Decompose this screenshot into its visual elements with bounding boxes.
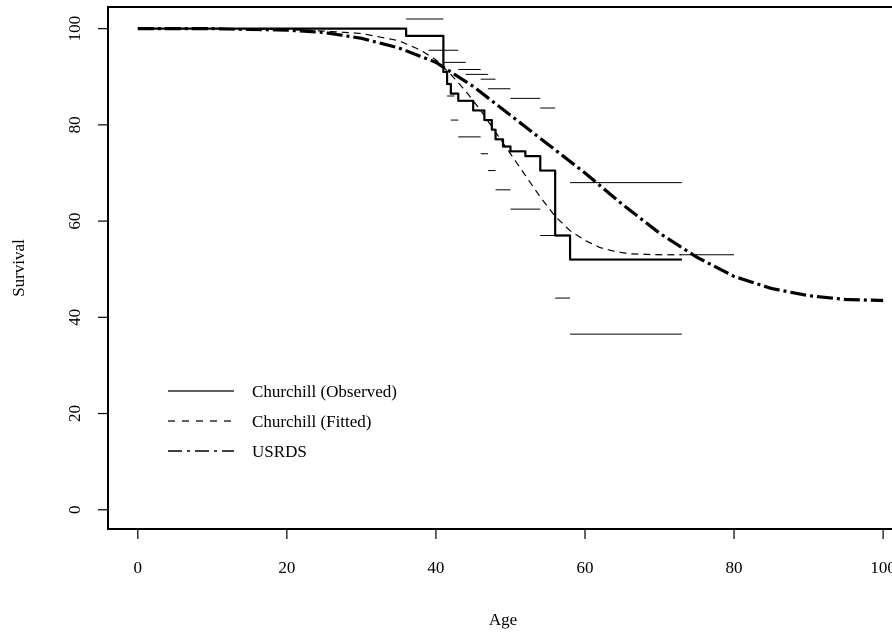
series-layer — [137, 27, 884, 303]
series-usrds-line — [137, 27, 884, 303]
x-tick-label: 80 — [726, 558, 743, 577]
confidence-bars — [406, 18, 735, 335]
y-tick-label: 20 — [65, 405, 84, 422]
series-observed-line — [137, 27, 682, 261]
x-tick-label: 100 — [870, 558, 892, 577]
x-tick-label: 40 — [427, 558, 444, 577]
y-tick-label: 80 — [65, 116, 84, 133]
x-axis-title: Age — [489, 610, 517, 629]
x-axis: 0 20 40 60 80 100 — [134, 529, 892, 577]
y-tick-label: 100 — [65, 16, 84, 42]
legend: Churchill (Observed) Churchill (Fitted) … — [168, 382, 397, 461]
x-tick-label: 0 — [134, 558, 143, 577]
x-tick-label: 20 — [278, 558, 295, 577]
legend-label-fitted: Churchill (Fitted) — [252, 412, 371, 431]
y-axis-title: Survival — [9, 239, 28, 297]
legend-label-observed: Churchill (Observed) — [252, 382, 397, 401]
y-tick-label: 40 — [65, 309, 84, 326]
y-axis: 0 20 40 60 80 100 — [65, 16, 108, 514]
y-tick-label: 60 — [65, 213, 84, 230]
legend-label-usrds: USRDS — [252, 442, 307, 461]
series-fitted-line — [137, 28, 682, 256]
plot-frame — [107, 6, 892, 530]
y-tick-label: 0 — [65, 506, 84, 514]
x-tick-label: 60 — [576, 558, 593, 577]
